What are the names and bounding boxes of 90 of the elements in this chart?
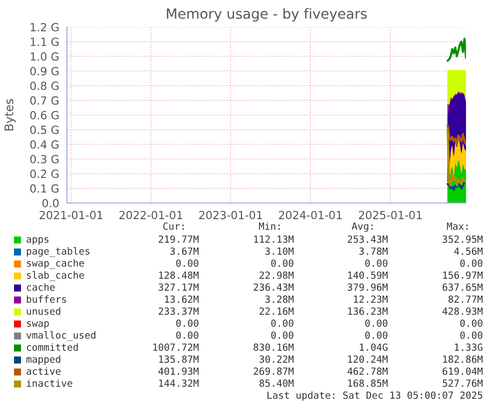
text: 233.37M: [158, 307, 199, 315]
legend-label: vmalloc_used: [26, 331, 96, 341]
text: 462.78M: [348, 367, 388, 375]
legend-label: unused: [26, 307, 60, 315]
text: Last update: Sat Dec 13 05:00:07 2025: [267, 391, 482, 401]
text: 619.04M: [442, 367, 483, 375]
y-tick-label: 0.6 G: [30, 110, 58, 120]
text: 22.98M: [260, 271, 294, 279]
text: Min:: [258, 222, 280, 230]
y-tick-label: 0.8 G: [30, 82, 58, 90]
legend-label: swap: [27, 321, 49, 329]
text: 352.95M: [442, 235, 483, 243]
text: 144.32M: [159, 379, 199, 387]
text: 140.59M: [348, 271, 388, 279]
y-axis-title: Bytes: [4, 99, 16, 130]
legend-label: buffers: [26, 295, 66, 303]
text: 236.43M: [254, 283, 294, 291]
x-tick-label: 2024-01-01: [278, 210, 342, 220]
text: Max:: [446, 222, 468, 230]
text: 0.00: [271, 331, 294, 339]
legend-label: active: [26, 367, 61, 375]
text: 0.00: [365, 331, 388, 339]
y-tick-label: 1.1 G: [30, 38, 58, 46]
text: 112.13M: [254, 235, 294, 243]
text: Avg:: [352, 222, 373, 232]
legend-label: apps: [26, 237, 48, 245]
text: 0.00: [176, 259, 198, 267]
x-tick-label: 2023-01-01: [199, 210, 262, 220]
text: Cur:: [163, 222, 184, 230]
text: 269.87M: [254, 367, 294, 375]
text: 1.33G: [454, 343, 482, 351]
y-tick-label: 0.5 G: [30, 126, 58, 134]
text: 637.65M: [442, 283, 483, 291]
y-tick-label: 1.2 G: [30, 22, 58, 32]
text: 253.43M: [348, 235, 388, 243]
text: 136.23M: [348, 307, 388, 315]
text: 0.00: [365, 319, 388, 327]
legend-label: mapped: [26, 355, 60, 365]
text: 3.67M: [170, 247, 199, 255]
text: 4.56M: [454, 247, 483, 255]
text: 1007.72M: [153, 343, 199, 351]
legend-label: slab_cache: [27, 271, 84, 281]
text: 0.00: [460, 259, 482, 267]
text: 85.40M: [260, 379, 294, 387]
text: 30.22M: [260, 355, 294, 363]
x-tick-label: 2022-01-01: [119, 210, 182, 220]
text: 12.23M: [354, 295, 388, 303]
text: 82.77M: [448, 295, 483, 303]
text: 0.00: [271, 259, 294, 267]
x-tick-label: 2025-01-01: [358, 210, 422, 220]
text: 13.62M: [165, 295, 199, 303]
text: 0.00: [176, 331, 198, 339]
text: 168.85M: [348, 379, 388, 387]
text: 3.10M: [265, 247, 294, 255]
text: 128.48M: [159, 271, 199, 279]
y-tick-label: 0.1 G: [30, 184, 58, 193]
text: 156.97M: [443, 271, 483, 279]
text: 3.28M: [265, 295, 294, 303]
text: 0.00: [176, 319, 198, 327]
x-tick-label: 2021-01-01: [40, 210, 102, 220]
text: 22.16M: [260, 307, 294, 315]
legend-label: inactive: [26, 379, 72, 387]
text: 1.04G: [360, 343, 388, 351]
text: 327.17M: [158, 283, 199, 291]
text: 401.93M: [158, 367, 199, 375]
text: 3.78M: [359, 247, 388, 255]
y-tick-label: 1.0 G: [30, 52, 58, 61]
text: 830.16M: [254, 343, 294, 351]
text: 0.00: [365, 259, 388, 267]
legend-label: swap_cache: [27, 259, 84, 269]
y-tick-label: 0.3 G: [30, 154, 58, 164]
y-tick-label: 0.0: [42, 198, 59, 208]
y-tick-label: 0.7 G: [30, 96, 58, 105]
text: 428.93M: [442, 307, 483, 315]
legend-label: cache: [26, 283, 55, 291]
y-tick-label: 0.2 G: [30, 170, 58, 178]
legend-label: committed: [26, 343, 78, 351]
legend-label: page_tables: [26, 247, 90, 257]
y-tick-label: 0.4 G: [30, 140, 58, 149]
text: 0.00: [460, 331, 482, 339]
y-tick-label: 0.9 G: [30, 66, 58, 76]
text: 527.76M: [442, 379, 483, 387]
text: 0.00: [271, 319, 294, 327]
text: 219.77M: [158, 235, 199, 243]
text: 0.00: [460, 319, 482, 327]
text: 120.24M: [348, 355, 388, 363]
text: 182.86M: [443, 355, 483, 363]
chart-title: Memory usage - by fiveyears: [166, 8, 367, 22]
text: 135.87M: [159, 355, 199, 363]
text: 379.96M: [348, 283, 388, 291]
